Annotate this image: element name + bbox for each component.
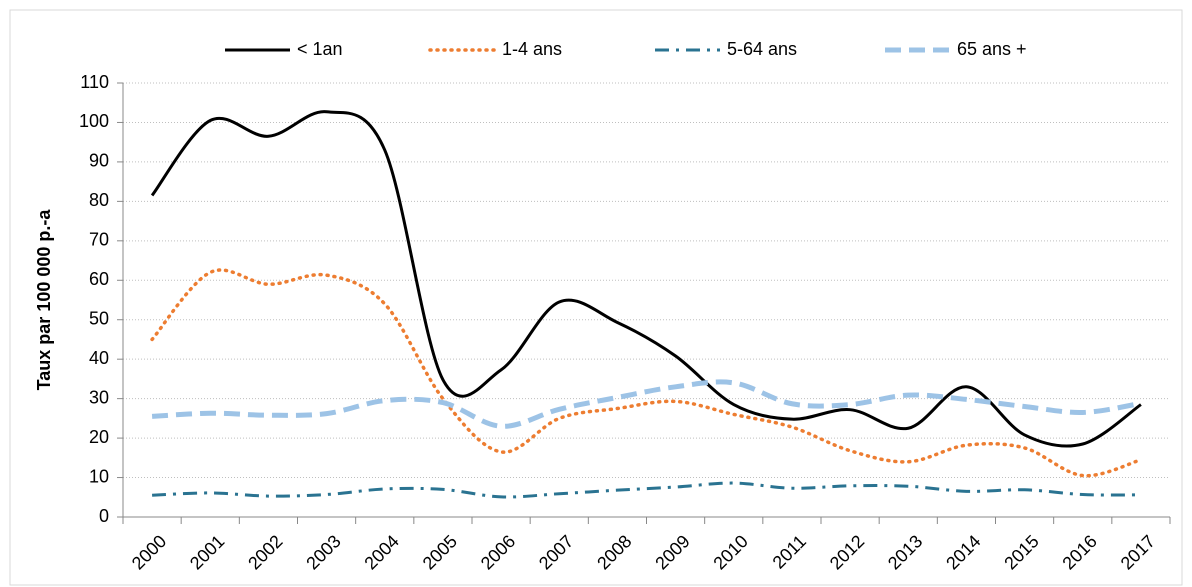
y-axis-label: Taux par 100 000 p.-a [34, 209, 54, 391]
series-line [151, 379, 1142, 429]
y-tick-label: 90 [89, 151, 109, 171]
y-tick-label: 20 [89, 427, 109, 447]
y-tick-label: 30 [89, 387, 109, 407]
legend-label: < 1an [297, 39, 343, 59]
y-tick-label: 40 [89, 348, 109, 368]
y-tick-label: 70 [89, 230, 109, 250]
y-tick-label: 110 [80, 72, 109, 92]
y-tick-label: 100 [79, 111, 109, 131]
y-tick-label: 50 [89, 308, 109, 328]
legend-label: 5-64 ans [727, 39, 797, 59]
chart-border [9, 9, 1183, 586]
legend-label: 65 ans + [957, 39, 1027, 59]
series-line [150, 268, 1143, 478]
series-line [150, 110, 1142, 448]
y-tick-label: 60 [89, 269, 109, 289]
y-tick-label: 80 [89, 190, 109, 210]
legend-label: 1-4 ans [502, 39, 562, 59]
y-tick-label: 10 [89, 466, 109, 486]
y-tick-label: 0 [99, 506, 109, 526]
